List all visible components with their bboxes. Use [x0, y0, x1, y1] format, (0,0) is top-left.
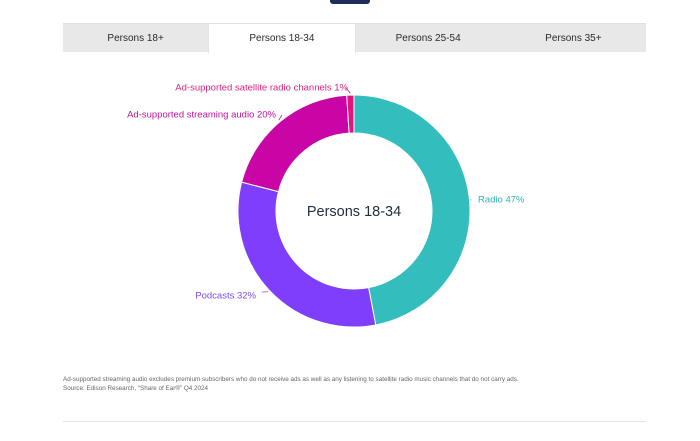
leader-ad-supported-satellite-radio-channels: [345, 87, 351, 94]
label-ad-supported-streaming-audio: Ad-supported streaming audio 20%: [127, 110, 276, 121]
bottom-divider: [63, 421, 646, 422]
label-ad-supported-satellite-radio-channels: Ad-supported satellite radio channels 1%: [175, 83, 348, 94]
donut-center-label: Persons 18-34: [307, 204, 401, 220]
audience-tabs: Persons 18+ Persons 18-34 Persons 25-54 …: [63, 23, 646, 53]
label-podcasts: Podcasts 32%: [195, 291, 256, 302]
leader-ad-supported-streaming-audio: [278, 114, 283, 121]
footnote: Ad-supported streaming audio excludes pr…: [63, 376, 663, 393]
tab-persons-35-plus[interactable]: Persons 35+: [545, 32, 602, 44]
footnote-source: Source: Edison Research, “Share of Ear®”…: [63, 384, 208, 392]
tab-persons-18-plus[interactable]: Persons 18+: [107, 32, 164, 44]
label-radio: Radio 47%: [478, 195, 525, 206]
slice-ad-supported-satellite-radio-channels[interactable]: [346, 94, 355, 134]
footnote-note: Ad-supported streaming audio excludes pr…: [63, 376, 519, 383]
slice-radio[interactable]: [353, 94, 471, 326]
title-fragment: [320, 0, 380, 4]
tab-persons-25-54[interactable]: Persons 25-54: [395, 32, 461, 44]
donut-chart: Radio 47% Podcasts 32% Ad-supported stream…: [127, 83, 525, 328]
tab-persons-18-34[interactable]: Persons 18-34: [208, 24, 356, 53]
